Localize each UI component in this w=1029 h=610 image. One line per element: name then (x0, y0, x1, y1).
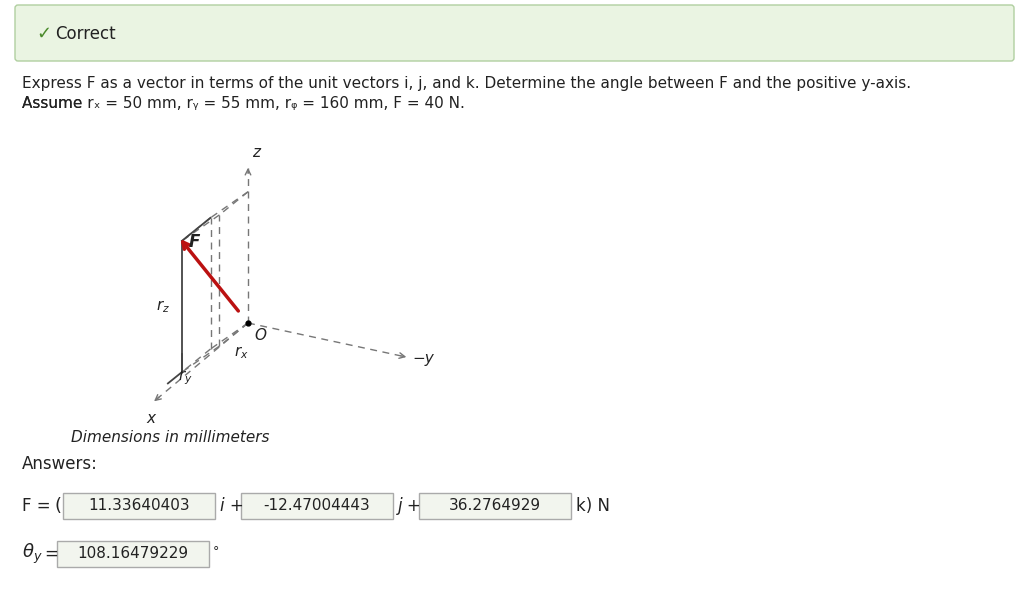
Text: Answers:: Answers: (22, 455, 98, 473)
Text: i +: i + (220, 497, 244, 515)
Text: $r_x$: $r_x$ (235, 344, 249, 361)
Text: 11.33640403: 11.33640403 (88, 498, 189, 514)
Text: (: ( (54, 497, 61, 515)
FancyBboxPatch shape (15, 5, 1014, 61)
Text: F: F (188, 233, 200, 251)
Text: k) N: k) N (576, 497, 610, 515)
Text: $r_y$: $r_y$ (178, 368, 192, 387)
Text: −y: −y (412, 351, 434, 367)
Text: Assume: Assume (22, 96, 87, 111)
Text: x: x (146, 411, 155, 426)
Text: F =: F = (22, 497, 50, 515)
Text: $\theta_y$: $\theta_y$ (22, 542, 42, 566)
Text: Assume rₓ = 50 mm, rᵧ = 55 mm, rᵩ = 160 mm, F = 40 N.: Assume rₓ = 50 mm, rᵧ = 55 mm, rᵩ = 160 … (22, 96, 465, 111)
Text: j +: j + (398, 497, 422, 515)
Text: °: ° (213, 545, 219, 558)
Text: $r_z$: $r_z$ (155, 298, 170, 315)
Text: O: O (254, 328, 267, 343)
Text: 108.16479229: 108.16479229 (77, 547, 188, 561)
FancyBboxPatch shape (63, 493, 215, 519)
Text: -12.47004443: -12.47004443 (263, 498, 370, 514)
FancyBboxPatch shape (57, 541, 209, 567)
Text: 36.2764929: 36.2764929 (449, 498, 541, 514)
Text: =: = (44, 545, 58, 563)
Text: Express F as a vector in terms of the unit vectors i, j, and k. Determine the an: Express F as a vector in terms of the un… (22, 76, 911, 91)
Text: ✓: ✓ (36, 25, 51, 43)
FancyBboxPatch shape (419, 493, 571, 519)
FancyBboxPatch shape (241, 493, 393, 519)
Text: Dimensions in millimeters: Dimensions in millimeters (71, 430, 270, 445)
Text: z: z (252, 145, 260, 160)
Text: Correct: Correct (55, 25, 115, 43)
